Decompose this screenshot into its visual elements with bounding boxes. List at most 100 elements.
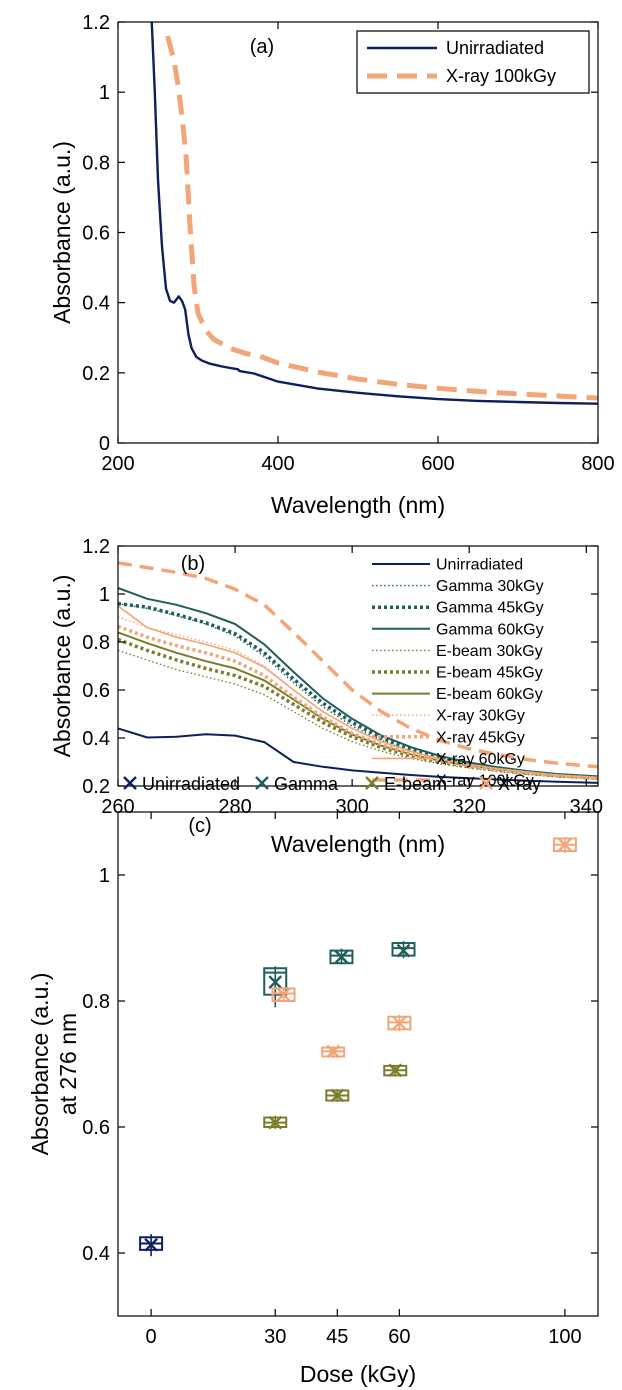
legend-marker-gamma xyxy=(255,776,269,790)
panel-b-ytick-label: 0.8 xyxy=(82,632,110,654)
panel-c-ytick-label: 1 xyxy=(99,865,110,887)
legend-label-e-beam-60kgy: E-beam 60kGy xyxy=(436,686,543,703)
legend-label-e-beam: E-beam xyxy=(384,774,447,794)
legend-label-gamma: Gamma xyxy=(274,774,339,794)
panel-b-ytick-label: 0.6 xyxy=(82,680,110,702)
panel-a-ytick-label: 0.2 xyxy=(82,363,110,385)
mean-marker xyxy=(144,1237,158,1252)
panel-a-ytick-label: 1.2 xyxy=(82,12,110,34)
mean-marker xyxy=(268,975,283,989)
panel-b-ytick-label: 1 xyxy=(99,584,110,606)
panel-a-tag: (a) xyxy=(250,36,274,58)
panel-c-axes-frame xyxy=(117,811,599,1317)
panel-a-legend-box xyxy=(356,30,590,94)
panel-c-ylabel-line: Absorbance (a.u.) xyxy=(27,973,53,1156)
panel-b-axes-frame xyxy=(117,545,599,787)
legend-label-x-ray-45kgy: X-ray 45kGy xyxy=(436,729,525,746)
series-line-x-ray-100kgy xyxy=(118,561,598,769)
panel-b-xtick-label: 320 xyxy=(453,796,486,818)
legend-label-x-ray-30kgy: X-ray 30kGy xyxy=(436,708,525,725)
box-x-ray-44 xyxy=(321,1044,346,1059)
legend-label-gamma-60kgy: Gamma 60kGy xyxy=(436,621,544,638)
box-gamma-61 xyxy=(391,941,416,959)
mean-marker xyxy=(388,1063,403,1078)
legend-label-x-ray-60kgy: X-ray 60kGy xyxy=(436,751,525,768)
panel-a: 200 400 600 800 0 0.2 0.4 0.6 0.8 1 1.2 Wavelength … xyxy=(49,12,615,518)
panel-c-ytick-label: 0.8 xyxy=(82,991,110,1013)
legend-label-gamma-45kgy: Gamma 45kGy xyxy=(436,600,544,617)
series-line-x-ray-30kgy xyxy=(118,616,598,780)
legend-label-x-ray-100kgy: X-ray 100kGy xyxy=(446,66,556,86)
legend-marker-unirradiated xyxy=(123,776,137,790)
legend-label-x-ray: X-ray xyxy=(498,774,541,794)
box-body xyxy=(271,987,296,1003)
series-line-unirradiated xyxy=(118,727,598,784)
panel-c-legend: Unirradiated Gamma E-beam X-ray xyxy=(123,774,541,794)
series-line-unirradiated xyxy=(150,22,598,405)
panel-c: 0 30 45 60 100 0.4 0.6 0.8 1 Dose (kGy) Absorbance… xyxy=(27,774,599,1387)
panel-a-lines xyxy=(150,22,598,405)
mean-marker xyxy=(392,1016,407,1030)
panel-b-legend: Unirradiated Gamma 30kGy Gamma 45kGy Gamma … xyxy=(372,557,544,790)
panel-c-ytick-label: 0.4 xyxy=(82,1243,110,1265)
panel-b-lines xyxy=(118,561,598,784)
box-body xyxy=(263,967,288,996)
panel-c-ylabel: Absorbance (a.u.)at 276 nm xyxy=(27,973,81,1156)
panel-b-ytick-label: 0.4 xyxy=(82,728,110,750)
series-line-x-ray-45kgy xyxy=(118,624,598,781)
panel-b-ytick-label: 1.2 xyxy=(82,536,110,558)
panel-b-tag: (b) xyxy=(181,553,205,575)
panel-c-tag: (c) xyxy=(188,815,211,837)
panel-c-xtick-label: 45 xyxy=(326,1326,348,1348)
mean-marker xyxy=(396,943,411,958)
panel-a-legend: Unirradiated X-ray 100kGy xyxy=(356,30,590,94)
legend-marker-x-ray xyxy=(479,776,493,790)
legend-marker-e-beam xyxy=(365,776,379,790)
legend-label-unirradiated: Unirradiated xyxy=(142,774,240,794)
panel-a-xtick-label: 400 xyxy=(261,453,294,475)
panel-b-ytick-label: 0.2 xyxy=(82,776,110,798)
box-x-ray-32 xyxy=(271,987,296,1003)
panel-c-xtick-label: 100 xyxy=(548,1326,581,1348)
box-unirradiated-0 xyxy=(139,1234,164,1257)
mean-marker xyxy=(326,1044,341,1059)
series-line-gamma-60kgy xyxy=(118,587,598,778)
panel-b-ylabel: Absorbance (a.u.) xyxy=(49,575,75,758)
panel-a-xtick-label: 200 xyxy=(101,453,134,475)
legend-label-e-beam-30kgy: E-beam 30kGy xyxy=(436,643,543,660)
series-line-x-ray-100kgy xyxy=(165,35,598,401)
mean-marker xyxy=(334,950,349,964)
panel-a-ytick-label: 0 xyxy=(99,433,110,455)
box-e-beam-59 xyxy=(383,1063,408,1078)
mean-marker xyxy=(276,987,291,1002)
panel-c-xtick-label: 0 xyxy=(146,1326,157,1348)
panel-c-xtick-label: 60 xyxy=(388,1326,410,1348)
series-line-x-ray-60kgy xyxy=(118,605,598,779)
panel-b-xlabel: Wavelength (nm) xyxy=(271,831,445,857)
legend-label-e-beam-45kgy: E-beam 45kGy xyxy=(436,665,543,682)
panel-c-ylabel-line: at 276 nm xyxy=(55,1013,81,1115)
panel-b-xtick-label: 300 xyxy=(335,796,368,818)
panel-c-xtick-label: 30 xyxy=(264,1326,286,1348)
box-body xyxy=(391,942,416,957)
panel-a-xtick-label: 600 xyxy=(421,453,454,475)
panel-a-xtick-label: 800 xyxy=(581,453,614,475)
box-x-ray-60 xyxy=(387,1014,412,1032)
box-x-ray-100 xyxy=(552,837,577,853)
mean-marker xyxy=(330,1088,345,1103)
panel-b-xtick-label: 280 xyxy=(218,796,251,818)
box-e-beam-45 xyxy=(325,1088,350,1103)
mean-marker xyxy=(558,837,572,852)
panel-c-xlabel: Dose (kGy) xyxy=(300,1361,416,1387)
legend-label-gamma-30kgy: Gamma 30kGy xyxy=(436,578,544,595)
panel-a-ytick-label: 1 xyxy=(99,82,110,104)
box-gamma-46 xyxy=(329,948,354,965)
panel-a-ytick-label: 0.4 xyxy=(82,293,110,315)
box-body xyxy=(329,949,354,965)
panel-c-ytick-label: 0.6 xyxy=(82,1117,110,1139)
panel-a-ytick-label: 0.6 xyxy=(82,223,110,245)
legend-label-unirradiated: Unirradiated xyxy=(446,38,544,58)
panel-a-ylabel: Absorbance (a.u.) xyxy=(49,141,75,324)
panel-b: 260 280 300 320 3400.20.40.60.811.2Wavelengt… xyxy=(49,536,603,857)
